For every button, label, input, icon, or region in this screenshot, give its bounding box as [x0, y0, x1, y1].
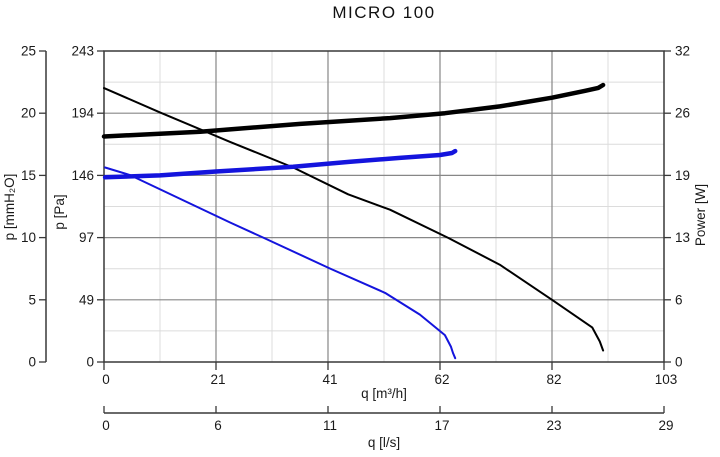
power-axis-tick-label: 19: [675, 168, 690, 183]
x-axis-label-m3h: q [m³/h]: [361, 386, 407, 401]
ls-axis-tick-label: 29: [658, 418, 673, 433]
x-axis-label-ls: q [l/s]: [368, 435, 400, 450]
ls-axis-tick-label: 23: [546, 418, 561, 433]
m3h-axis-tick-label: 21: [210, 372, 225, 387]
power-axis-tick-label: 26: [675, 106, 690, 121]
mmh2o-axis-tick-label: 10: [21, 230, 36, 245]
m3h-axis-tick-label: 41: [322, 372, 337, 387]
mmh2o-axis-tick-label: 0: [28, 355, 36, 370]
y-axis-label-pa: p [Pa]: [52, 194, 67, 229]
power-curve-speed-2: [101, 82, 606, 139]
pressure-curve-speed-2: [103, 87, 605, 352]
ls-axis-tick-label: 6: [214, 418, 222, 433]
m3h-axis-tick-label: 82: [546, 372, 561, 387]
mmh2o-axis-tick-label: 20: [21, 106, 36, 121]
ls-axis-tick-label: 17: [434, 418, 449, 433]
ls-axis-tick-label: 11: [323, 418, 337, 433]
pa-axis-tick-label: 194: [71, 106, 94, 121]
pa-axis-tick-label: 0: [86, 355, 94, 370]
pressure-curve-speed-1: [104, 166, 457, 360]
pa-axis-tick-label: 49: [79, 292, 94, 307]
chart-title: MICRO 100: [332, 3, 436, 22]
power-curve-speed-1: [102, 148, 458, 180]
m3h-axis-tick-label: 62: [434, 372, 449, 387]
pa-axis-tick-label: 146: [71, 168, 94, 183]
power-axis-tick-label: 0: [675, 355, 683, 370]
m3h-axis-tick-label: 0: [102, 372, 110, 387]
ls-axis-tick-label: 0: [102, 418, 110, 433]
plot-border: [103, 50, 665, 363]
power-axis-tick-label: 13: [675, 230, 690, 245]
pa-axis-tick-label: 97: [79, 230, 94, 245]
pa-axis-tick-label: 243: [71, 44, 94, 59]
y-axis-label-power: Power [W]: [693, 184, 708, 246]
mmh2o-axis-tick-label: 15: [21, 168, 36, 183]
m3h-axis-tick-label: 103: [655, 372, 678, 387]
mmh2o-axis-tick-label: 25: [21, 44, 36, 59]
y-axis-label-mmh2o: p [mmH₂O]: [2, 174, 17, 241]
mmh2o-axis-tick-label: 5: [28, 292, 36, 307]
power-axis-tick-label: 6: [675, 292, 683, 307]
power-axis-tick-label: 32: [675, 44, 690, 59]
